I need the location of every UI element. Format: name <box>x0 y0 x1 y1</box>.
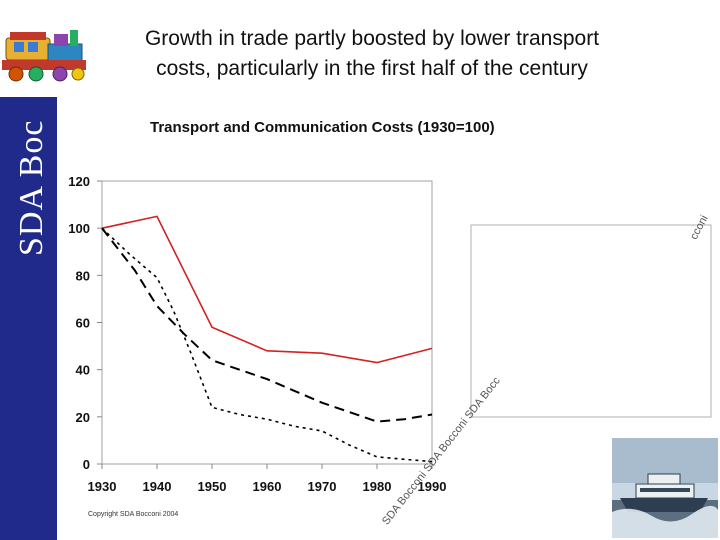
x-tick-label: 1960 <box>253 479 282 494</box>
x-tick-label: 1990 <box>418 479 447 494</box>
ferry-photo <box>612 438 718 538</box>
copyright-notice: Copyright SDA Bocconi 2004 <box>88 511 179 518</box>
y-tick-label: 80 <box>76 268 90 283</box>
slide-title-line-2: costs, particularly in the first half of… <box>156 57 588 80</box>
slide-title-line-1: Growth in trade partly boosted by lower … <box>144 27 600 50</box>
y-tick-label: 20 <box>76 410 90 425</box>
y-tick-label: 100 <box>68 221 90 236</box>
series-line-2 <box>101 227 433 423</box>
x-tick-label: 1940 <box>143 479 172 494</box>
x-tick-label: 1950 <box>198 479 227 494</box>
sidebar-branding <box>0 97 57 540</box>
y-tick-label: 120 <box>68 174 90 189</box>
x-tick-label: 1980 <box>363 479 392 494</box>
x-tick-label: 1970 <box>308 479 337 494</box>
y-tick-label: 0 <box>83 457 90 472</box>
toy-train-icon <box>2 30 86 82</box>
y-tick-label: 40 <box>76 363 90 378</box>
slide-title: Growth in trade partly boosted by lower … <box>92 24 652 84</box>
x-tick-label: 1930 <box>88 479 117 494</box>
chart-title: Transport and Communication Costs (1930=… <box>150 119 495 136</box>
y-tick-label: 60 <box>76 316 90 331</box>
series-line-1 <box>101 215 433 364</box>
